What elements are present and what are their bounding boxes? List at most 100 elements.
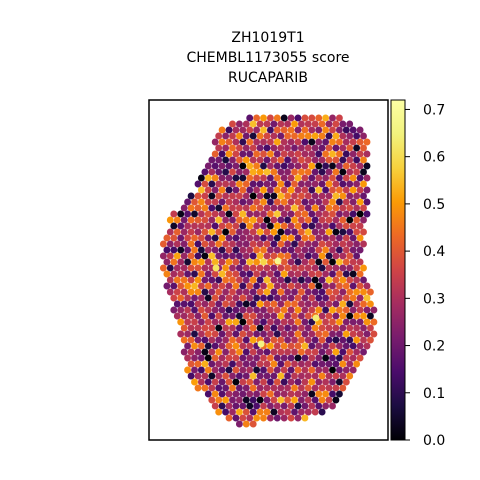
- spot: [250, 361, 257, 368]
- spot: [246, 139, 253, 146]
- spot: [332, 325, 339, 332]
- spot: [239, 403, 246, 410]
- spot: [239, 223, 246, 230]
- spot: [367, 313, 374, 320]
- spot: [301, 355, 308, 362]
- spot: [260, 199, 267, 206]
- spot: [246, 259, 253, 266]
- spot: [277, 373, 284, 380]
- spot: [236, 253, 243, 260]
- spot: [257, 169, 264, 176]
- spot: [301, 307, 308, 314]
- spot: [281, 331, 288, 338]
- spot: [160, 241, 167, 248]
- spot: [239, 415, 246, 422]
- spot: [267, 235, 274, 242]
- spot: [346, 337, 353, 344]
- spot: [291, 349, 298, 356]
- spot: [315, 247, 322, 254]
- spot: [260, 247, 267, 254]
- spot: [198, 247, 205, 254]
- spot: [357, 331, 364, 338]
- spot: [177, 319, 184, 326]
- spot: [260, 367, 267, 374]
- spot: [326, 157, 333, 164]
- spot: [301, 223, 308, 230]
- spot: [226, 235, 233, 242]
- spot: [205, 235, 212, 242]
- spot: [250, 277, 257, 284]
- spot: [232, 211, 239, 218]
- spot: [177, 295, 184, 302]
- spot: [270, 157, 277, 164]
- spot: [370, 331, 377, 338]
- spot: [205, 211, 212, 218]
- spot: [274, 295, 281, 302]
- spot: [281, 187, 288, 194]
- spot: [360, 157, 367, 164]
- spot: [205, 199, 212, 206]
- spot: [357, 199, 364, 206]
- spot: [239, 259, 246, 266]
- spot: [346, 373, 353, 380]
- spot: [205, 175, 212, 182]
- spot: [336, 223, 343, 230]
- spot: [339, 349, 346, 356]
- spot: [319, 133, 326, 140]
- spot: [246, 415, 253, 422]
- spot: [267, 211, 274, 218]
- spot: [270, 277, 277, 284]
- spot: [301, 319, 308, 326]
- spot: [288, 343, 295, 350]
- spot: [339, 145, 346, 152]
- spot: [201, 241, 208, 248]
- spot: [215, 409, 222, 416]
- spot: [195, 337, 202, 344]
- spot: [336, 151, 343, 158]
- spot: [353, 289, 360, 296]
- spot: [350, 271, 357, 278]
- spot: [274, 151, 281, 158]
- spot: [329, 187, 336, 194]
- spot: [319, 205, 326, 212]
- spot: [195, 253, 202, 260]
- spot: [288, 379, 295, 386]
- spot: [222, 217, 229, 224]
- spot: [212, 223, 219, 230]
- spot: [222, 265, 229, 272]
- spot: [339, 217, 346, 224]
- spot: [219, 403, 226, 410]
- spot: [198, 319, 205, 326]
- spot: [305, 217, 312, 224]
- spot: [201, 301, 208, 308]
- spot: [215, 229, 222, 236]
- spot: [291, 181, 298, 188]
- spot: [274, 187, 281, 194]
- spot: [195, 289, 202, 296]
- spot: [181, 217, 188, 224]
- spot: [267, 331, 274, 338]
- spot: [343, 235, 350, 242]
- spot: [222, 169, 229, 176]
- colorbar: 0.00.10.20.30.40.50.60.7: [391, 100, 445, 449]
- spot: [215, 349, 222, 356]
- spot: [326, 265, 333, 272]
- spot: [329, 319, 336, 326]
- spot: [212, 343, 219, 350]
- spot: [215, 193, 222, 200]
- spot: [239, 331, 246, 338]
- spot: [264, 301, 271, 308]
- spot: [291, 397, 298, 404]
- spot: [222, 397, 229, 404]
- spot: [260, 127, 267, 134]
- spot: [260, 331, 267, 338]
- spot: [191, 319, 198, 326]
- spot: [219, 367, 226, 374]
- spot: [332, 181, 339, 188]
- spot: [222, 193, 229, 200]
- spot: [264, 409, 271, 416]
- spot: [215, 397, 222, 404]
- spot: [212, 319, 219, 326]
- spot: [274, 415, 281, 422]
- spot: [319, 145, 326, 152]
